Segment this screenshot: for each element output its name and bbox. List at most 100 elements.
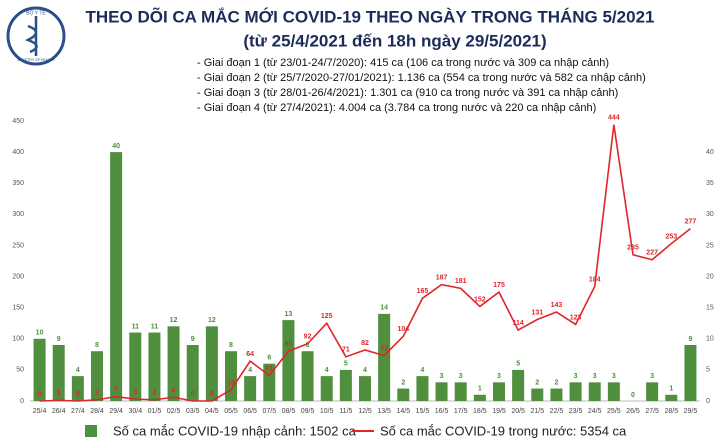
line-value-label: 18 xyxy=(227,380,235,387)
bar xyxy=(301,351,314,401)
bar xyxy=(684,345,697,401)
bar xyxy=(416,376,429,401)
x-tick-label: 20/5 xyxy=(511,408,525,415)
x-tick-label: 28/4 xyxy=(90,408,104,415)
x-tick-label: 21/5 xyxy=(530,408,544,415)
x-tick-label: 29/4 xyxy=(109,408,123,415)
bar xyxy=(91,351,103,401)
bar xyxy=(110,152,123,401)
bar-value-label: 5 xyxy=(344,361,348,368)
bar xyxy=(186,345,199,401)
bar xyxy=(148,332,161,401)
bar-value-label: 12 xyxy=(208,317,216,324)
logo-text: MINISTRY OF HEALTH xyxy=(18,58,55,62)
y-tick-label: 50 xyxy=(16,367,24,374)
bar-value-label: 2 xyxy=(401,379,405,386)
line-value-label: 1 xyxy=(57,390,61,397)
bar xyxy=(569,382,582,401)
line-value-label: 71 xyxy=(342,347,350,354)
bar-value-label: 4 xyxy=(325,367,329,374)
y-tick-label: 0 xyxy=(20,398,24,405)
legend-label: Số ca mắc COVID-19 trong nước: 5354 ca xyxy=(380,423,627,438)
y-tick-label: 150 xyxy=(12,305,24,312)
bar xyxy=(454,382,467,401)
y-tick-label: 300 xyxy=(12,211,24,218)
y-tick-label: 200 xyxy=(12,273,24,280)
x-tick-label: 14/5 xyxy=(396,408,410,415)
line-value-label: 64 xyxy=(246,351,254,358)
line-value-label: 0 xyxy=(76,391,80,398)
line-value-label: 73 xyxy=(380,345,388,352)
line-value-label: 104 xyxy=(397,326,409,333)
y2-tick-label: 25 xyxy=(706,242,714,249)
x-tick-label: 08/5 xyxy=(282,408,296,415)
bar xyxy=(588,382,601,401)
legend-swatch xyxy=(85,425,97,437)
line-value-label: 114 xyxy=(512,320,523,327)
bar xyxy=(225,351,237,401)
line-value-label: 184 xyxy=(589,276,601,283)
bar xyxy=(359,376,371,401)
x-tick-label: 05/5 xyxy=(224,408,238,415)
y2-tick-label: 5 xyxy=(706,367,710,374)
annotation: - Giai đoạn 3 (từ 28/01-26/4/2021): 1.30… xyxy=(197,87,618,99)
line-value-label: 125 xyxy=(321,313,333,320)
bar-value-label: 3 xyxy=(593,373,597,380)
line-value-label: 0 xyxy=(38,391,42,398)
bar xyxy=(435,382,448,401)
x-tick-label: 15/5 xyxy=(416,408,430,415)
bar xyxy=(33,338,46,401)
line-value-label: 175 xyxy=(493,282,505,289)
x-tick-label: 22/5 xyxy=(550,408,564,415)
line-value-label: 80 xyxy=(285,341,293,348)
logo-text: BỘ Y TẾ xyxy=(26,9,46,16)
line-value-label: 2 xyxy=(95,390,99,397)
line-value-label: 165 xyxy=(417,288,429,295)
bar xyxy=(493,382,505,401)
line-value-label: 0 xyxy=(191,391,195,398)
line-value-label: 92 xyxy=(304,334,312,341)
x-tick-label: 29/5 xyxy=(684,408,698,415)
bar-value-label: 4 xyxy=(76,367,80,374)
x-tick-label: 30/4 xyxy=(128,408,142,415)
annotation: - Giai đoạn 4 (từ 27/4/2021): 4.004 ca (… xyxy=(197,102,596,114)
x-tick-label: 27/4 xyxy=(71,408,85,415)
bar-value-label: 1 xyxy=(478,386,482,393)
line-value-label: 181 xyxy=(455,278,467,285)
x-tick-label: 07/5 xyxy=(262,408,276,415)
x-tick-label: 25/4 xyxy=(33,408,47,415)
line-value-label: 6 xyxy=(172,387,176,394)
line-value-label: 82 xyxy=(361,340,369,347)
bar xyxy=(378,313,391,401)
y-tick-label: 100 xyxy=(12,336,24,343)
x-tick-label: 26/5 xyxy=(626,408,640,415)
bar xyxy=(282,320,295,401)
bar xyxy=(397,388,410,401)
annotation: - Giai đoạn 1 (từ 23/01-24/7/2020): 415 … xyxy=(197,57,609,69)
bar-value-label: 13 xyxy=(285,311,293,318)
bar-value-label: 8 xyxy=(95,342,99,349)
bar xyxy=(512,369,525,401)
bar-value-label: 8 xyxy=(306,342,310,349)
line-value-label: 235 xyxy=(627,245,639,252)
logo: BỘ Y TẾ MINISTRY OF HEALTH xyxy=(6,6,66,66)
bar-value-label: 3 xyxy=(612,373,616,380)
line-value-label: 152 xyxy=(474,296,486,303)
chart-title: THEO DÕI CA MẮC MỚI COVID-19 THEO NGÀY T… xyxy=(86,6,655,26)
bar xyxy=(244,376,257,401)
bar-value-label: 4 xyxy=(248,367,252,374)
bar-value-label: 3 xyxy=(497,373,501,380)
bar xyxy=(550,388,563,401)
x-tick-label: 25/5 xyxy=(607,408,621,415)
x-tick-label: 11/5 xyxy=(339,408,352,415)
line-value-label: 253 xyxy=(665,233,677,240)
line-value-label: 131 xyxy=(531,309,543,316)
bar-value-label: 3 xyxy=(459,373,463,380)
x-tick-label: 12/5 xyxy=(358,408,372,415)
bar-value-label: 9 xyxy=(57,336,61,343)
bar xyxy=(646,382,659,401)
bar-value-label: 0 xyxy=(631,392,635,399)
annotation: - Giai đoạn 2 (từ 25/7/2020-27/01/2021):… xyxy=(197,72,646,84)
